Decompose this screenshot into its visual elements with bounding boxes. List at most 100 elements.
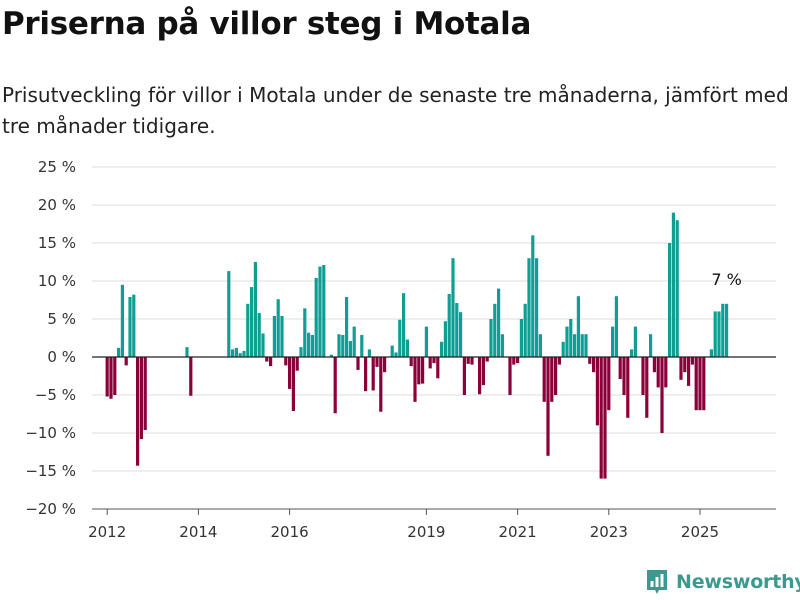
bar	[440, 341, 444, 357]
bar	[660, 357, 664, 433]
bar-chart: −20 % −15 % −10 % −5 % 0 % 5 % 10 % 15 % 20 % 25 …	[25, 158, 776, 541]
y-tick-label: −20 %	[25, 500, 76, 518]
bar	[462, 357, 466, 395]
bar	[288, 357, 292, 389]
bar	[546, 357, 550, 456]
bar	[561, 341, 565, 357]
bar	[383, 357, 387, 373]
bar	[725, 303, 729, 357]
bar	[641, 357, 645, 395]
bar	[136, 357, 140, 466]
bar	[428, 357, 432, 369]
bar	[687, 357, 691, 386]
bar	[622, 357, 626, 395]
bar	[671, 212, 675, 357]
bar	[443, 321, 447, 357]
bar	[272, 315, 276, 357]
bar	[500, 334, 504, 357]
bar	[227, 271, 231, 357]
bar	[314, 277, 318, 357]
bar	[489, 319, 493, 357]
bar	[614, 296, 618, 357]
bar	[702, 357, 706, 411]
bar	[455, 303, 459, 357]
bar	[124, 357, 128, 366]
bar	[436, 357, 440, 379]
bar	[478, 357, 482, 395]
bar	[139, 357, 143, 440]
bar	[276, 299, 280, 357]
bar	[246, 303, 250, 357]
bar	[367, 349, 371, 357]
bar	[668, 243, 672, 357]
bar	[603, 357, 607, 479]
bar	[322, 265, 326, 357]
bar	[109, 357, 113, 399]
bar	[421, 357, 425, 384]
bar	[128, 296, 132, 357]
bar	[303, 308, 307, 357]
bar	[352, 326, 356, 357]
bar	[531, 235, 535, 357]
x-tick-label: 2016	[271, 523, 309, 541]
bar	[618, 357, 622, 380]
bar	[307, 332, 311, 357]
bar	[630, 349, 634, 357]
bar	[345, 296, 349, 357]
y-tick-label: 25 %	[38, 158, 76, 176]
bar	[424, 326, 428, 357]
bar	[542, 357, 546, 402]
bar	[592, 357, 596, 373]
bar	[269, 357, 273, 367]
x-tick-label: 2021	[499, 523, 537, 541]
bar	[371, 357, 375, 391]
y-tick-label: −15 %	[25, 462, 76, 480]
bar	[679, 357, 683, 380]
brand-logo: Newsworthy	[645, 568, 800, 596]
bar	[523, 303, 527, 357]
bar	[356, 357, 360, 370]
labels: −20 % −15 % −10 % −5 % 0 % 5 % 10 % 15 % 20 % 25 …	[25, 158, 742, 541]
bar	[238, 353, 242, 357]
x-tick-label: 2019	[407, 523, 445, 541]
bar	[117, 347, 121, 357]
bar	[333, 357, 337, 414]
x-tick-label: 2012	[88, 523, 126, 541]
bar	[280, 315, 284, 357]
y-tick-label: −10 %	[25, 424, 76, 442]
bar	[565, 326, 569, 357]
bar	[698, 357, 702, 411]
bar	[242, 350, 246, 357]
bar	[649, 334, 653, 357]
chart-title: Priserna på villor steg i Motala	[2, 6, 532, 42]
bar	[261, 333, 265, 357]
bar	[470, 357, 474, 365]
bar	[535, 258, 539, 357]
bar	[291, 357, 295, 411]
bar	[379, 357, 383, 412]
x-tick-label: 2025	[681, 523, 719, 541]
bar	[341, 334, 345, 357]
bar	[656, 357, 660, 388]
bar	[310, 334, 314, 357]
bar	[329, 354, 333, 357]
bar	[120, 284, 124, 357]
axes	[92, 356, 776, 515]
bar	[432, 357, 436, 364]
bar	[189, 357, 193, 396]
bar	[588, 357, 592, 364]
bar	[709, 349, 713, 357]
bar	[402, 293, 406, 357]
bar-chart-logo-icon	[647, 570, 667, 594]
y-tick-label: −5 %	[35, 386, 76, 404]
brand-name: Newsworthy	[676, 571, 800, 593]
bar	[348, 341, 352, 357]
bar	[626, 357, 630, 418]
y-tick-label: 10 %	[38, 272, 76, 290]
bar	[519, 319, 523, 357]
bar	[466, 357, 470, 364]
bar	[253, 262, 257, 357]
bar	[557, 357, 561, 365]
bar	[713, 311, 717, 357]
bar	[512, 357, 516, 365]
